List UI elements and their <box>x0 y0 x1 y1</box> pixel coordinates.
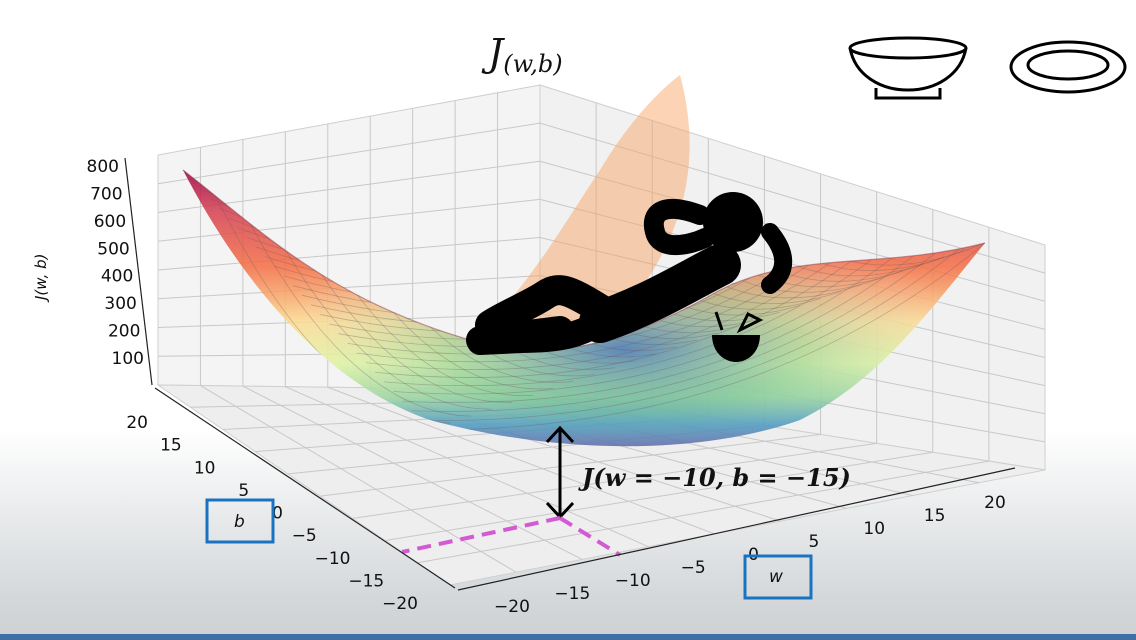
chart-title-sub: (w,b) <box>503 50 562 78</box>
w-tick-label: −5 <box>681 558 706 578</box>
b-tick-label: −10 <box>315 549 351 569</box>
relaxing-person-icon <box>466 192 793 355</box>
z-tick-label: 700 <box>90 184 122 204</box>
z-tick-label: 100 <box>112 349 144 369</box>
b-tick-label: 10 <box>194 458 216 478</box>
w-axis-label-box: w <box>743 554 813 600</box>
z-axis-label: J(w, b) <box>32 254 50 304</box>
z-tick-label: 200 <box>108 322 140 342</box>
z-tick-label: 300 <box>104 294 136 314</box>
b-tick-label: −15 <box>348 571 384 591</box>
z-tick-label: 500 <box>97 239 129 259</box>
chart-title: J(w,b) <box>481 31 563 78</box>
b-tick-label: 20 <box>126 413 148 433</box>
min-annotation: J(w = −10, b = −15) <box>578 463 851 492</box>
b-tick-label: 15 <box>160 436 182 456</box>
min-marker <box>545 425 575 520</box>
w-tick-label: 5 <box>808 532 819 552</box>
b-axis-label: b <box>234 512 245 532</box>
bowl-icon <box>848 36 968 100</box>
w-axis-label: w <box>769 567 783 587</box>
chart-title-main: J <box>481 31 505 75</box>
z-tick-label: 800 <box>87 157 119 177</box>
b-tick-label: 0 <box>272 504 283 524</box>
z-tick-label: 400 <box>101 267 133 287</box>
w-tick-label: −20 <box>494 597 530 617</box>
b-tick-label: 5 <box>238 481 249 501</box>
z-tick-labels: 100 200 300 400 500 600 700 800 <box>87 157 144 369</box>
z-tick-label: 600 <box>94 212 126 232</box>
b-tick-label: −5 <box>292 526 317 546</box>
dashed-guides <box>401 516 622 557</box>
b-axis-label-box: b <box>205 498 275 544</box>
axis-lines <box>124 157 1016 591</box>
b-tick-label: −20 <box>382 594 418 614</box>
b-tick-labels: −20 −15−10 −5 0 5 10 15 20 <box>126 413 418 614</box>
w-tick-label: 10 <box>863 519 885 539</box>
w-tick-label: −15 <box>554 584 590 604</box>
w-tick-label: −10 <box>615 571 651 591</box>
plate-icon <box>1009 40 1127 94</box>
w-tick-label: 15 <box>924 506 946 526</box>
coconut-drink-icon <box>712 311 764 362</box>
bottom-bar <box>0 634 1136 640</box>
w-tick-label: 20 <box>984 493 1006 513</box>
